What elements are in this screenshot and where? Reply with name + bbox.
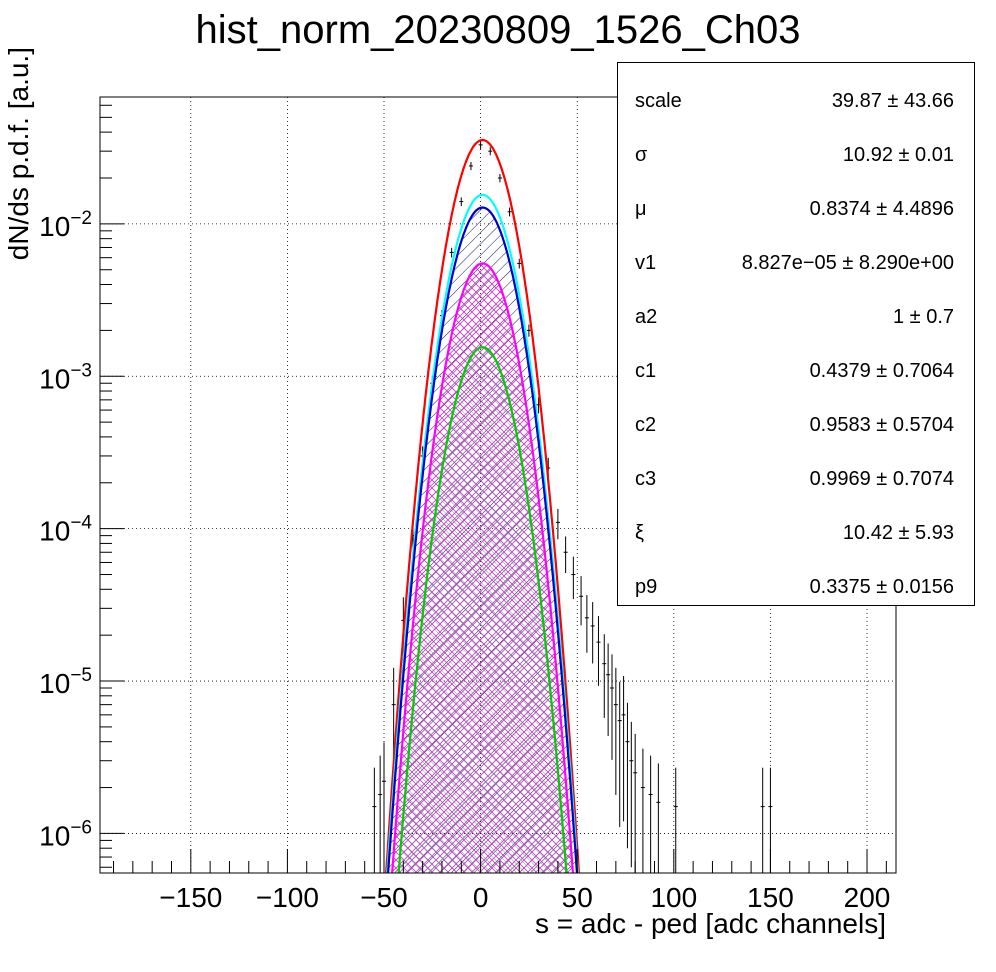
stats-row-scale: scale 39.87 ± 43.66 [618, 74, 974, 128]
stats-row-c1: c1 0.4379 ± 0.7064 [618, 344, 974, 398]
tick-labels: −150 −100 −50 0 50 100 150 200 10−2 10−3 10−4 10−5 1… [39, 208, 890, 913]
y-tick-label: 10−2 [39, 208, 92, 242]
stats-row-a2: a2 1 ± 0.7 [618, 290, 974, 344]
stats-name: p9 [635, 576, 658, 598]
x-tick-label: −50 [360, 882, 408, 913]
y-tick-label: 10−3 [39, 360, 92, 394]
x-tick-label: 100 [650, 882, 697, 913]
stats-name: c1 [635, 360, 657, 382]
x-tick-label: 0 [473, 882, 489, 913]
x-tick-label: −150 [159, 882, 222, 913]
x-tick-label: 200 [844, 882, 891, 913]
stats-value: 10.42 ± 5.93 [842, 522, 954, 544]
chart-title: hist_norm_20230809_1526_Ch03 [195, 8, 801, 52]
stats-name: σ [635, 144, 648, 166]
fit-curve [397, 346, 568, 873]
y-axis-label: dN/ds p.d.f. [a.u.] [3, 47, 34, 261]
fit-curve [391, 262, 575, 873]
x-tick-label: 50 [562, 882, 593, 913]
stats-value: 0.9969 ± 0.7074 [809, 468, 954, 490]
fit-stats-box: scale 39.87 ± 43.66 σ 10.92 ± 0.01 μ 0.8… [617, 62, 975, 606]
stats-value: 0.4379 ± 0.7064 [809, 360, 954, 382]
stats-row-c2: c2 0.9583 ± 0.5704 [618, 398, 974, 452]
stats-name: v1 [635, 252, 657, 274]
fit-curve [385, 138, 581, 873]
stats-value: 10.92 ± 0.01 [842, 144, 954, 166]
stats-name: c2 [635, 414, 657, 436]
fit-curve [386, 193, 579, 873]
stats-value: 0.3375 ± 0.0156 [809, 576, 954, 598]
y-tick-label: 10−4 [39, 513, 92, 547]
stats-value: 0.9583 ± 0.5704 [809, 414, 954, 436]
stats-row-c3: c3 0.9969 ± 0.7074 [618, 452, 974, 506]
fit-curves [385, 138, 581, 873]
stats-value: 0.8374 ± 4.4896 [809, 198, 954, 220]
stats-name: a2 [635, 306, 658, 328]
stats-row-xi: ξ 10.42 ± 5.93 [618, 506, 974, 560]
x-tick-label: 150 [747, 882, 794, 913]
stats-row-p9: p9 0.3375 ± 0.0156 [618, 560, 974, 614]
stats-name: scale [635, 90, 682, 112]
stats-name: c3 [635, 468, 657, 490]
stats-row-sigma: σ 10.92 ± 0.01 [618, 128, 974, 182]
stats-row-v1: v1 8.827e−05 ± 8.290e+00 [618, 236, 974, 290]
stats-value: 1 ± 0.7 [892, 306, 954, 328]
stats-name: ξ [635, 522, 644, 544]
y-tick-label: 10−5 [39, 665, 92, 699]
stats-name: μ [635, 198, 647, 220]
stats-value: 8.827e−05 ± 8.290e+00 [741, 252, 954, 274]
x-axis-label: s = adc - ped [adc channels] [535, 908, 886, 939]
axis-ticks [100, 104, 887, 873]
fit-curve [387, 206, 579, 873]
stats-row-mu: μ 0.8374 ± 4.4896 [618, 182, 974, 236]
stats-value: 39.87 ± 43.66 [831, 90, 954, 112]
x-tick-label: −100 [256, 882, 319, 913]
y-tick-label: 10−6 [39, 817, 92, 851]
